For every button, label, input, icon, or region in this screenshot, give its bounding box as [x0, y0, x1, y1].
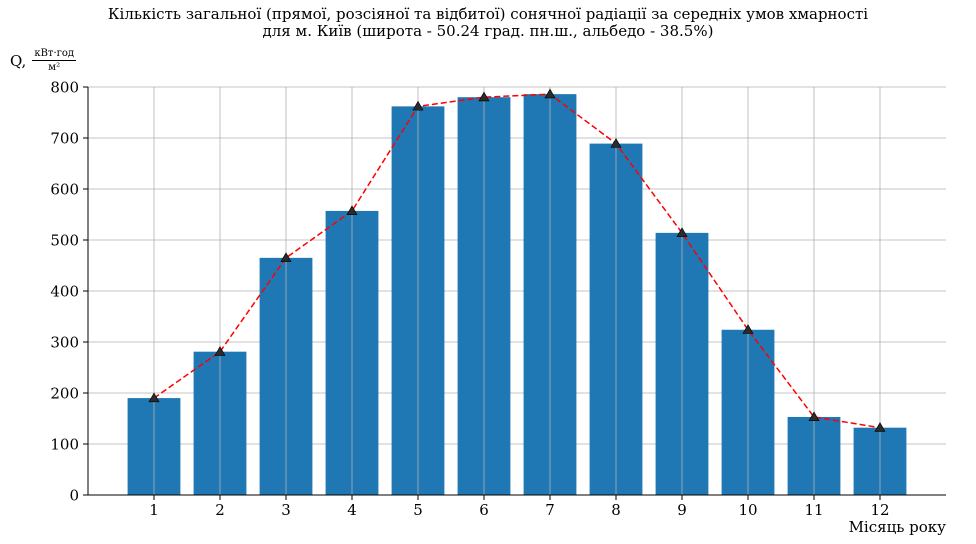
trend-marker — [676, 227, 688, 237]
x-tick-label: 2 — [215, 501, 225, 519]
vertical-grid-layer — [153, 87, 881, 495]
bars-layer — [127, 94, 907, 496]
x-tick-label: 10 — [738, 501, 757, 519]
y-axis-unit-denominator: м² — [48, 62, 61, 73]
y-axis-label: Q, кВт·год м² — [10, 48, 77, 73]
trend-marker — [808, 411, 820, 422]
y-tick-label: 500 — [50, 232, 79, 250]
axes-layer — [83, 86, 946, 500]
y-tick-label: 700 — [50, 130, 79, 148]
trend-line-layer — [148, 88, 886, 432]
trend-marker — [610, 138, 622, 148]
trend-marker — [346, 205, 358, 215]
x-tick-label: 7 — [545, 501, 555, 519]
y-axis-unit-numerator: кВт·год — [32, 48, 77, 61]
trend-marker — [874, 422, 886, 432]
chart-title-line-1: Кількість загальної (прямої, розсіяної т… — [107, 5, 869, 23]
x-tick-label: 9 — [677, 501, 687, 519]
chart-title-line-2: для м. Київ (широта - 50.24 град. пн.ш.,… — [262, 22, 714, 40]
x-tick-label: 4 — [347, 501, 357, 519]
trend-marker — [148, 392, 160, 403]
grid-layer — [88, 86, 946, 496]
x-tick-label: 1 — [149, 501, 159, 519]
y-axis-label-prefix: Q, — [10, 51, 27, 70]
trend-marker — [280, 252, 292, 262]
x-tick-label: 3 — [281, 501, 291, 519]
y-tick-label: 600 — [50, 181, 79, 199]
trend-marker — [544, 88, 556, 99]
y-tick-label: 200 — [50, 385, 79, 403]
trend-marker — [214, 346, 226, 356]
y-tick-label: 800 — [50, 79, 79, 97]
y-tick-label: 400 — [50, 283, 79, 301]
x-axis-label: Місяць року — [848, 518, 946, 536]
x-tick-label: 8 — [611, 501, 621, 519]
x-tick-label: 12 — [870, 501, 889, 519]
trend-marker — [742, 324, 754, 334]
trend-marker — [412, 100, 424, 111]
trend-line — [153, 93, 881, 429]
y-tick-label: 300 — [50, 334, 79, 352]
y-tick-label: 0 — [69, 487, 79, 505]
x-tick-label: 11 — [804, 501, 823, 519]
x-tick-label: 6 — [479, 501, 489, 519]
y-tick-label: 100 — [50, 436, 79, 454]
x-tick-label: 5 — [413, 501, 423, 519]
trend-marker — [478, 91, 490, 102]
y-axis-unit-fraction: кВт·год м² — [32, 48, 77, 73]
